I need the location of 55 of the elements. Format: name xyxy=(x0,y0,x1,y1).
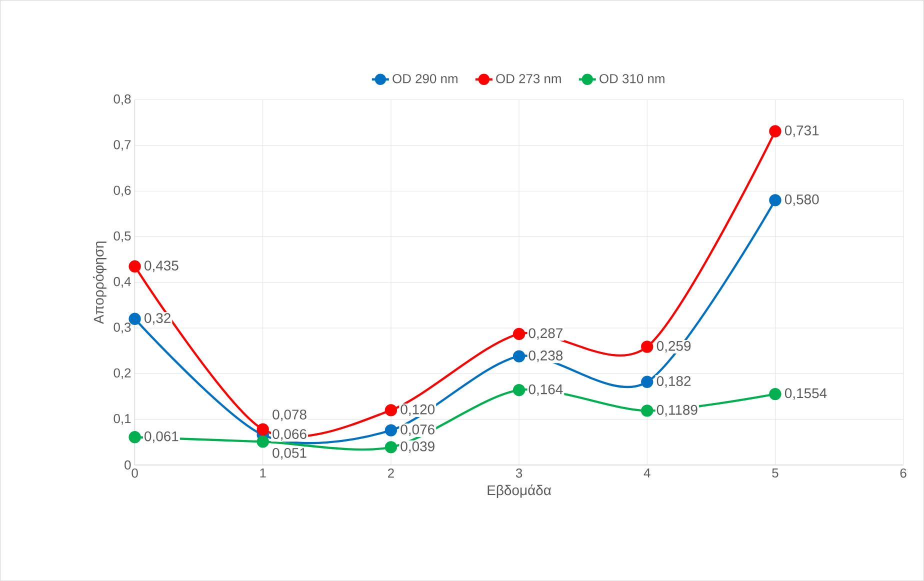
point xyxy=(641,376,654,388)
legend-label: OD 290 nm xyxy=(392,74,458,84)
point xyxy=(512,350,526,363)
data-label: 0,435 xyxy=(144,260,178,272)
data-label: 0,580 xyxy=(784,194,819,206)
data-label: 0,120 xyxy=(400,404,435,416)
data-label: 0,1554 xyxy=(784,388,827,400)
point xyxy=(512,328,526,340)
x-tick-label: 5 xyxy=(772,468,778,478)
data-label: 0,051 xyxy=(272,448,306,460)
point xyxy=(512,384,526,396)
x-axis-title: Εβδομάδα xyxy=(488,484,552,498)
data-label: 0,164 xyxy=(528,384,563,396)
y-tick-label: 0,8 xyxy=(114,94,131,106)
data-label: 0,287 xyxy=(528,328,562,340)
x-tick-label: 2 xyxy=(388,468,394,478)
point xyxy=(769,194,782,206)
data-label: 0,076 xyxy=(400,424,434,436)
point xyxy=(769,388,782,400)
data-label: 0,039 xyxy=(400,442,434,454)
y-tick-label: 0,2 xyxy=(114,368,131,380)
legend-label: OD 310 nm xyxy=(600,74,664,84)
point xyxy=(256,436,269,448)
x-tick-label: 3 xyxy=(516,468,522,478)
y-tick-label: 0,7 xyxy=(114,140,131,151)
y-tick-label: 0,5 xyxy=(114,231,131,242)
data-label: 0,061 xyxy=(144,431,178,444)
legend-label: OD 273 nm xyxy=(496,74,561,84)
y-tick-label: 0 xyxy=(124,460,131,470)
point xyxy=(128,260,141,273)
data-label: 0,731 xyxy=(784,126,819,138)
y-tick-label: 0,6 xyxy=(114,186,131,197)
x-tick-label: 4 xyxy=(644,468,650,478)
point xyxy=(641,340,654,353)
point xyxy=(384,404,398,416)
data-label: 0,238 xyxy=(528,350,563,362)
y-tick-label: 0,3 xyxy=(114,322,131,334)
y-tick-label: 0,1 xyxy=(114,414,131,425)
data-label: 0,32 xyxy=(144,313,170,325)
data-label: 0,182 xyxy=(656,376,691,388)
y-axis-title: Απορρόφηση xyxy=(92,242,106,324)
x-tick-label: 1 xyxy=(260,468,266,478)
point xyxy=(769,125,782,138)
data-label: 0,259 xyxy=(656,341,691,353)
y-tick-label: 0,4 xyxy=(114,277,131,288)
point xyxy=(384,424,398,437)
point xyxy=(641,404,654,417)
point xyxy=(256,423,269,436)
point xyxy=(128,431,141,444)
data-label: 0,066 xyxy=(272,429,306,441)
data-label: 0,1189 xyxy=(656,405,698,417)
point xyxy=(384,441,398,454)
x-tick-label: 6 xyxy=(900,468,906,478)
x-tick-label: 0 xyxy=(132,468,138,478)
data-label: 0,078 xyxy=(272,410,306,422)
